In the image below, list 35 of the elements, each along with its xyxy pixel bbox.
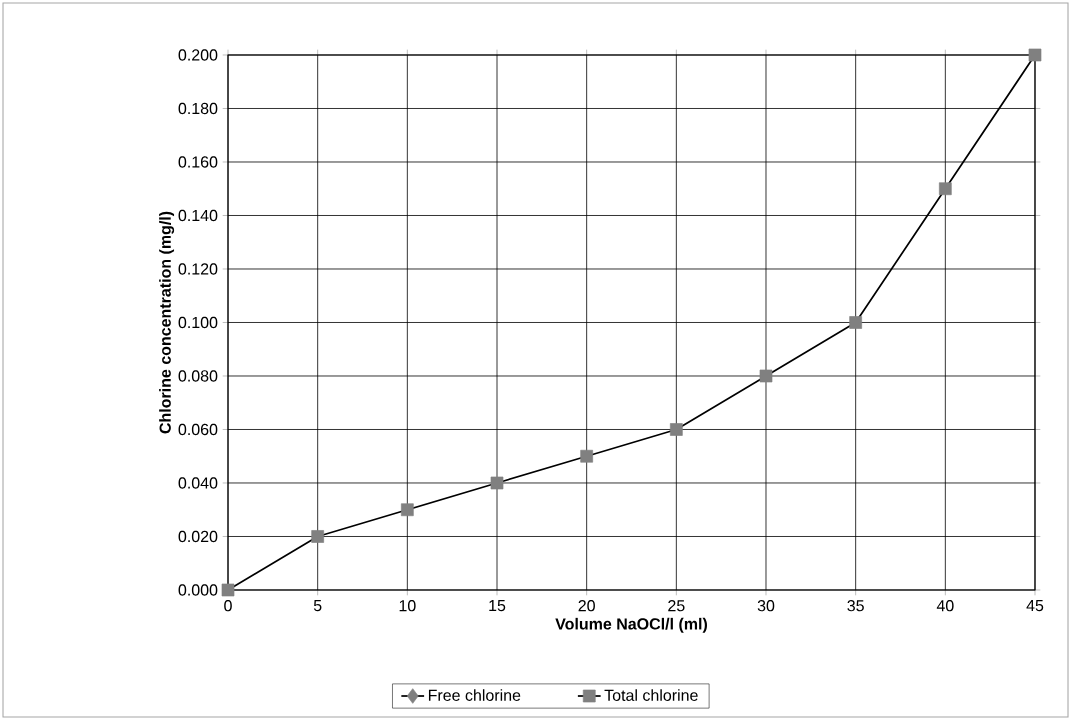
y-tick-label: 0.020 <box>178 530 218 543</box>
y-tick-label: 0.140 <box>178 209 218 222</box>
legend-label: Total chlorine <box>604 689 698 701</box>
y-tick-label: 0.060 <box>178 423 218 436</box>
x-axis-title: Volume NaOCl/l (ml) <box>555 617 708 633</box>
x-tick-label: 5 <box>313 600 322 612</box>
legend-label: Free chlorine <box>428 689 521 701</box>
x-tick-label: 45 <box>1026 600 1044 612</box>
point <box>1028 48 1042 62</box>
x-tick-label: 40 <box>936 600 954 612</box>
point <box>759 369 773 383</box>
x-tick-label: 25 <box>668 600 685 612</box>
point <box>311 530 325 543</box>
point <box>669 423 683 436</box>
point <box>401 503 414 517</box>
x-tick-label: 10 <box>399 600 416 612</box>
point <box>221 583 235 597</box>
y-axis-title: Chlorine concentration (mg/l) <box>159 211 175 434</box>
point <box>849 316 863 329</box>
y-tick-label: 0.180 <box>178 102 218 115</box>
y-tick-label: 0.000 <box>178 584 218 596</box>
x-tick-label: 15 <box>489 600 506 612</box>
x-tick-label: 30 <box>757 600 775 612</box>
y-tick-label: 0.120 <box>178 263 218 275</box>
y-tick-label: 0.160 <box>178 156 218 168</box>
point <box>938 182 952 196</box>
point <box>490 476 504 490</box>
x-tick-label: 0 <box>224 600 232 612</box>
point <box>580 449 594 463</box>
y-tick-label: 0.100 <box>178 316 218 329</box>
y-tick-label: 0.200 <box>178 49 218 61</box>
x-tick-label: 35 <box>847 600 864 612</box>
x-tick-label: 20 <box>578 600 595 612</box>
y-tick-label: 0.040 <box>178 477 218 489</box>
y-tick-label: 0.080 <box>178 370 218 382</box>
